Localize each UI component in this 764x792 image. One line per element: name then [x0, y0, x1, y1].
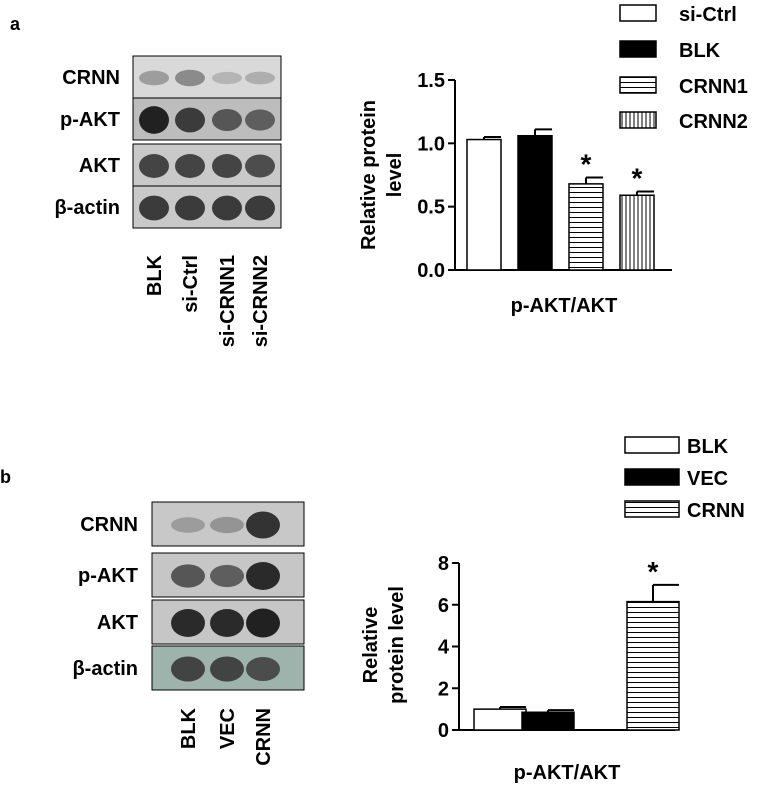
- blot-band: [210, 656, 244, 682]
- y-tick-label: 6: [438, 595, 449, 617]
- blot-band: [212, 71, 242, 85]
- y-axis-label-line1: Relative protein: [358, 100, 380, 250]
- blot-band: [171, 656, 205, 682]
- blot-row-label: CRNN: [80, 514, 138, 536]
- y-axis-label-line2: protein level: [386, 586, 408, 704]
- y-tick-label: 0.5: [417, 197, 445, 219]
- lane-label: VEC: [217, 708, 239, 749]
- legend-swatch: [624, 468, 680, 486]
- y-tick-label: 1.5: [417, 70, 445, 92]
- legend-label: si-Ctrl: [679, 4, 737, 26]
- blot-band: [246, 608, 280, 638]
- y-axis-label: Relative protein level: [360, 586, 408, 704]
- bar: [626, 600, 680, 731]
- y-axis-label-line2: level: [384, 153, 406, 197]
- blot-band: [139, 195, 169, 221]
- bars: *: [473, 556, 680, 731]
- legend-swatch: [619, 111, 657, 129]
- lane-label: si-CRNN2: [250, 255, 272, 347]
- legend-label: VEC: [687, 468, 728, 490]
- bar: [521, 711, 575, 731]
- blot-band: [245, 154, 275, 178]
- legend-label: CRNN: [687, 500, 745, 522]
- blot-band: [245, 71, 275, 85]
- western-blot-b: CRNN p-AKT AKT β-actin BLK VEC CRNN: [72, 501, 305, 766]
- blot-band: [210, 609, 244, 637]
- blot-band: [171, 517, 205, 533]
- legend-swatch: [624, 436, 680, 454]
- bar: [517, 134, 553, 271]
- y-tick-label: 4: [438, 637, 450, 659]
- blot-band: [175, 154, 205, 178]
- blot-band: [245, 195, 275, 221]
- blot-band: [246, 656, 280, 682]
- legend-swatch: [619, 40, 657, 58]
- blot-band: [175, 195, 205, 221]
- panel-letter-b: b: [0, 467, 11, 487]
- blot-band: [212, 108, 242, 132]
- blot-band: [210, 564, 244, 588]
- lane-label: si-CRNN1: [217, 255, 239, 347]
- legend: si-Ctrl BLK CRNN1 CRNN2: [619, 4, 748, 133]
- legend-label: CRNN1: [679, 76, 748, 98]
- blot-band: [246, 511, 280, 539]
- y-tick-label: 0.0: [417, 260, 445, 282]
- bar: [619, 194, 655, 271]
- blot-row-label: CRNN: [62, 67, 120, 89]
- x-axis-label: p-AKT/AKT: [514, 762, 621, 784]
- y-tick-label: 2: [438, 678, 449, 700]
- legend-label: BLK: [687, 436, 729, 458]
- legend-label: BLK: [679, 40, 721, 62]
- blot-band: [171, 609, 205, 637]
- legend-label: CRNN2: [679, 111, 748, 133]
- y-tick-label: 0: [438, 720, 449, 742]
- legend-swatch: [619, 4, 657, 22]
- bars: * *: [466, 128, 655, 271]
- legend-swatch: [619, 76, 657, 94]
- blot-band: [212, 154, 242, 178]
- y-axis-label: Relative protein level: [358, 100, 406, 250]
- lane-label: CRNN: [253, 708, 275, 766]
- blot-band: [175, 69, 205, 87]
- blot-row-label: p-AKT: [60, 109, 120, 131]
- blot-band: [245, 109, 275, 131]
- blot-band: [139, 154, 169, 178]
- blot-row-label: β-actin: [72, 658, 138, 680]
- blot-band: [139, 70, 169, 86]
- lane-label: si-Ctrl: [180, 255, 202, 313]
- significance-marker: *: [648, 556, 659, 587]
- blot-row-label: p-AKT: [78, 565, 138, 587]
- blot-band: [212, 195, 242, 221]
- significance-marker: *: [632, 162, 643, 193]
- western-blot-a: CRNN p-AKT AKT β-actin BLK si-Ctrl si-CRNN1 si-…: [54, 55, 282, 347]
- y-axis-label-line1: Relative: [360, 607, 382, 684]
- blot-band: [210, 516, 244, 534]
- legend-swatch: [624, 500, 680, 518]
- lane-label: BLK: [144, 254, 166, 296]
- blot-band: [246, 562, 280, 590]
- bar: [568, 183, 604, 271]
- y-tick-label: 1.0: [417, 133, 445, 155]
- bar: [466, 138, 502, 271]
- blot-band: [171, 564, 205, 588]
- legend: BLK VEC CRNN: [624, 436, 745, 522]
- bar: [473, 708, 527, 731]
- x-axis-label: p-AKT/AKT: [511, 295, 618, 317]
- blot-band: [175, 107, 205, 133]
- panel-letter-a: a: [10, 14, 21, 34]
- significance-marker: *: [581, 149, 592, 180]
- blot-band: [139, 106, 169, 134]
- bar-chart-a: Relative protein level p-AKT/AKT 0.0 0.5 1…: [358, 4, 748, 317]
- bar-chart-b: Relative protein level p-AKT/AKT 0 2 4 6 8 *…: [360, 436, 745, 784]
- lane-label: BLK: [178, 707, 200, 749]
- y-tick-label: 8: [438, 553, 449, 575]
- blot-row-label: β-actin: [54, 197, 120, 219]
- blot-row-label: AKT: [97, 612, 138, 634]
- blot-row-label: AKT: [79, 155, 120, 177]
